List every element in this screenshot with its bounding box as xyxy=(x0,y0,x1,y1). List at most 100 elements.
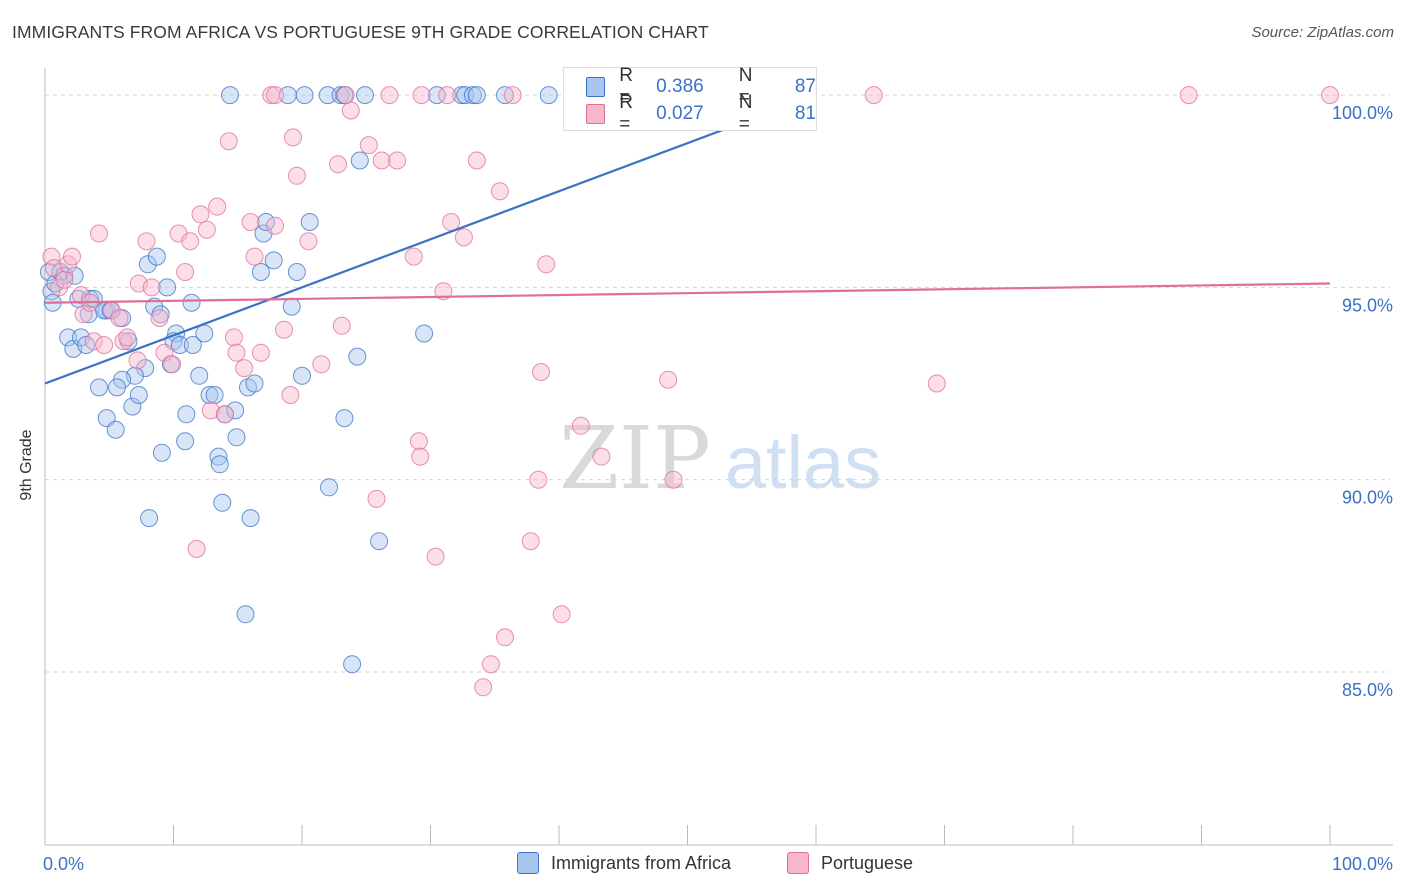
legend-n-label: N = xyxy=(738,65,753,108)
portuguese-point xyxy=(150,309,169,328)
africa-point xyxy=(245,374,264,393)
portuguese-point xyxy=(266,216,284,235)
africa-point xyxy=(190,366,209,385)
x-tick-label-min: 0.0% xyxy=(43,854,84,874)
africa-point xyxy=(55,266,74,285)
portuguese-point xyxy=(197,220,216,239)
africa-point xyxy=(350,151,369,170)
portuguese-point xyxy=(1179,86,1198,105)
africa-point xyxy=(539,86,558,105)
africa-point xyxy=(241,509,260,528)
africa-point xyxy=(251,263,270,281)
portuguese-point xyxy=(367,489,386,508)
portuguese-point xyxy=(201,401,220,420)
portuguese-point xyxy=(659,370,678,389)
portuguese-point xyxy=(359,136,378,155)
africa-point xyxy=(183,336,202,354)
africa-point xyxy=(90,378,108,397)
legend-r-label: R = xyxy=(619,65,634,108)
y-tick-label: 90.0% xyxy=(1342,488,1393,508)
africa-point xyxy=(496,86,514,105)
portuguese-point xyxy=(235,359,254,378)
bottom-legend-swatch-africa xyxy=(517,852,539,874)
africa-point xyxy=(331,86,350,105)
portuguese-point xyxy=(927,374,946,393)
africa-point xyxy=(200,386,219,404)
bottom-legend-label-portuguese: Portuguese xyxy=(821,852,914,873)
africa-point xyxy=(282,297,301,316)
portuguese-point xyxy=(664,470,683,489)
legend-r-value-africa: 0.386 xyxy=(656,76,704,97)
portuguese-point xyxy=(299,232,318,251)
africa-point xyxy=(176,432,195,451)
portuguese-point xyxy=(224,328,243,347)
portuguese-point xyxy=(45,259,63,278)
y-axis-label: 9th Grade xyxy=(18,429,35,501)
africa-point xyxy=(467,86,486,105)
tick-labels: 85.0% 90.0% 95.0% 100.0% 0.0% 100.0% xyxy=(43,103,1393,874)
legend-n-label: N = xyxy=(738,92,753,135)
africa-point xyxy=(108,378,126,397)
portuguese-point xyxy=(187,539,206,558)
series-portuguese-points xyxy=(42,86,1339,697)
portuguese-point xyxy=(215,405,234,424)
trend-line-africa xyxy=(44,94,817,385)
portuguese-point xyxy=(55,270,74,289)
africa-point xyxy=(138,255,157,274)
portuguese-point xyxy=(191,205,210,224)
portuguese-point xyxy=(537,255,556,274)
africa-point xyxy=(123,397,142,416)
africa-point xyxy=(463,86,482,105)
portuguese-point xyxy=(532,363,550,381)
portuguese-point xyxy=(454,228,473,247)
africa-point xyxy=(195,324,214,343)
africa-point xyxy=(257,213,275,231)
portuguese-point xyxy=(434,282,453,301)
bottom-legend-portuguese[interactable]: Portuguese xyxy=(787,852,913,874)
portuguese-point xyxy=(490,182,509,201)
portuguese-point xyxy=(287,166,306,185)
portuguese-point xyxy=(467,151,486,170)
legend-r-label: R = xyxy=(619,92,634,135)
portuguese-point xyxy=(42,247,61,266)
africa-point xyxy=(136,359,155,378)
portuguese-point xyxy=(481,655,500,674)
africa-point xyxy=(370,532,389,551)
legend-swatch-africa xyxy=(586,77,606,97)
portuguese-point xyxy=(181,232,200,251)
portuguese-point xyxy=(74,305,93,324)
portuguese-point xyxy=(1321,86,1339,105)
legend-row-africa: R = 0.386 N = 87 xyxy=(586,65,816,108)
portuguese-point xyxy=(411,447,430,466)
chart-title: IMMIGRANTS FROM AFRICA VS PORTUGUESE 9TH… xyxy=(12,22,709,42)
watermark-zip: ZIP xyxy=(559,409,711,509)
portuguese-point xyxy=(438,86,457,105)
africa-point xyxy=(158,278,177,297)
africa-point xyxy=(140,509,159,528)
africa-point xyxy=(427,86,446,105)
africa-point xyxy=(106,420,125,439)
portuguese-point xyxy=(281,386,300,404)
portuguese-point xyxy=(552,605,571,624)
bottom-legend-africa[interactable]: Immigrants from Africa xyxy=(517,852,731,874)
x-tick-label-max: 100.0% xyxy=(1332,854,1393,874)
portuguese-point xyxy=(341,101,360,120)
africa-point xyxy=(287,263,306,281)
portuguese-point xyxy=(496,628,514,647)
portuguese-point xyxy=(284,128,302,147)
portuguese-point xyxy=(412,86,431,105)
africa-point xyxy=(221,86,239,105)
portuguese-point xyxy=(241,213,260,231)
portuguese-point xyxy=(571,416,590,435)
y-tick-label: 85.0% xyxy=(1342,680,1393,700)
portuguese-point xyxy=(503,86,522,105)
africa-point xyxy=(213,493,232,512)
africa-point xyxy=(293,366,311,385)
portuguese-point xyxy=(227,343,246,362)
africa-point xyxy=(209,447,228,466)
legend-swatch-portuguese xyxy=(586,104,606,124)
africa-point xyxy=(335,409,354,428)
portuguese-point xyxy=(409,432,428,451)
africa-point xyxy=(65,266,84,285)
